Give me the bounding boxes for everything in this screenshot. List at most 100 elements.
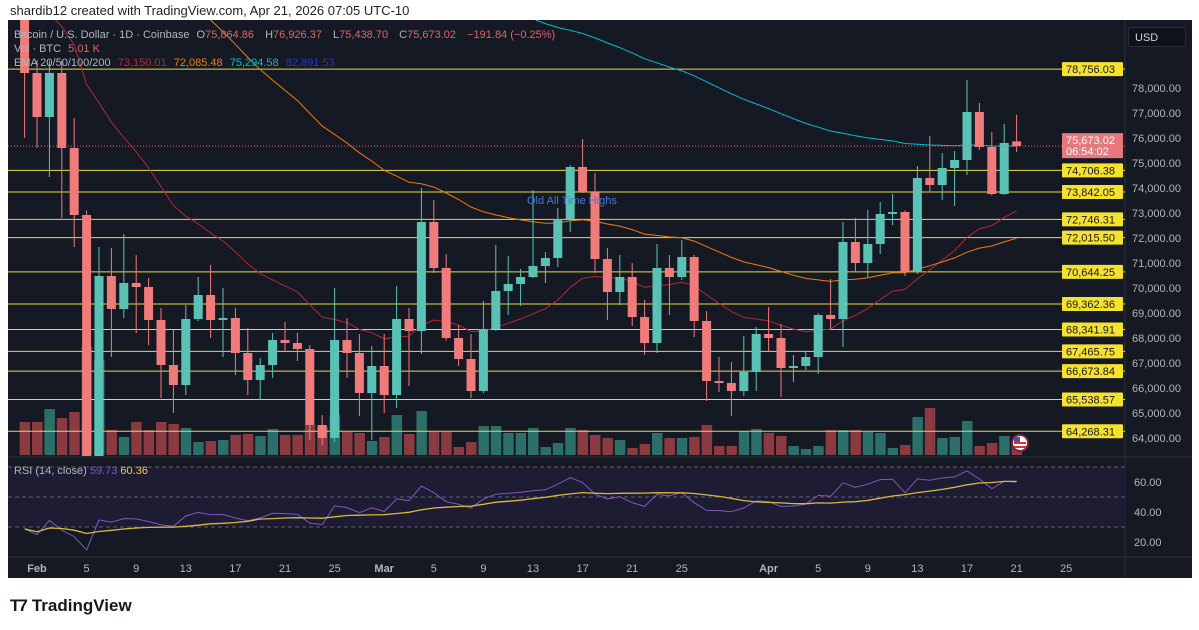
- candle[interactable]: [292, 333, 302, 361]
- candle[interactable]: [218, 288, 228, 357]
- candle[interactable]: [764, 307, 774, 352]
- candle[interactable]: [714, 357, 724, 392]
- candle[interactable]: [689, 255, 699, 337]
- candle[interactable]: [565, 165, 575, 232]
- candle[interactable]: [206, 265, 216, 338]
- candle[interactable]: [230, 308, 240, 375]
- candle[interactable]: [863, 210, 873, 277]
- symbol-legend[interactable]: Bitcoin / U.S. Dollar · 1D · Coinbase O7…: [14, 29, 559, 41]
- candle[interactable]: [168, 330, 178, 413]
- rsi-line: [24, 470, 1017, 551]
- candle[interactable]: [850, 218, 860, 272]
- volume-legend[interactable]: Vol · BTC 5.01 K: [14, 43, 104, 55]
- candle[interactable]: [826, 279, 836, 330]
- candle[interactable]: [739, 336, 749, 396]
- candle[interactable]: [516, 269, 526, 306]
- candle[interactable]: [268, 333, 278, 378]
- candle[interactable]: [801, 352, 811, 370]
- candle[interactable]: [726, 362, 736, 416]
- time-axis[interactable]: Feb 5 9 13 17 21 25 Mar 5 9 13 17 21 25 Apr 5 9 13 17 21 25: [27, 563, 1072, 575]
- tradingview-logo[interactable]: T7 TradingView: [10, 596, 132, 616]
- candle[interactable]: [342, 318, 352, 378]
- candle[interactable]: [305, 345, 315, 440]
- candle[interactable]: [590, 173, 600, 273]
- candle[interactable]: [106, 248, 116, 357]
- candle[interactable]: [317, 415, 327, 445]
- candle-body: [503, 284, 513, 291]
- candle[interactable]: [44, 60, 54, 178]
- candle[interactable]: [243, 328, 253, 395]
- candle[interactable]: [478, 301, 488, 393]
- price-axis[interactable]: 78,000.00 77,000.00 76,000.00 75,000.00 74,0…: [1132, 83, 1181, 445]
- candle[interactable]: [367, 346, 377, 440]
- candle[interactable]: [999, 124, 1009, 195]
- candle[interactable]: [416, 188, 426, 354]
- candle[interactable]: [280, 322, 290, 352]
- candle-body: [726, 383, 736, 391]
- candle[interactable]: [119, 234, 129, 318]
- candle[interactable]: [69, 118, 79, 247]
- candle[interactable]: [987, 132, 997, 196]
- ema-legend[interactable]: EMA 20/50/100/200 73,150.01 72,085.48 75…: [14, 57, 339, 69]
- candle[interactable]: [751, 327, 761, 391]
- candle[interactable]: [20, 1, 30, 139]
- candle[interactable]: [602, 248, 612, 320]
- candle[interactable]: [788, 355, 798, 382]
- candle[interactable]: [900, 210, 910, 277]
- candle[interactable]: [912, 166, 922, 274]
- candle[interactable]: [181, 305, 191, 395]
- candle[interactable]: [578, 139, 588, 193]
- candle[interactable]: [950, 151, 960, 206]
- candle[interactable]: [937, 153, 947, 200]
- candle[interactable]: [466, 334, 476, 398]
- candle[interactable]: [94, 247, 104, 476]
- candle[interactable]: [553, 208, 563, 267]
- candle[interactable]: [888, 194, 898, 225]
- candle[interactable]: [441, 254, 451, 341]
- candle[interactable]: [776, 324, 786, 397]
- candle[interactable]: [82, 210, 92, 489]
- candle[interactable]: [255, 358, 265, 400]
- candle[interactable]: [144, 278, 154, 345]
- candle[interactable]: [627, 263, 637, 326]
- candle[interactable]: [156, 308, 166, 398]
- candle[interactable]: [354, 334, 364, 416]
- candle[interactable]: [702, 311, 712, 401]
- level-label: 66,673.84: [1066, 366, 1115, 378]
- candle[interactable]: [677, 240, 687, 280]
- candle[interactable]: [404, 308, 414, 386]
- candle[interactable]: [925, 136, 935, 192]
- candle[interactable]: [57, 60, 67, 219]
- candle[interactable]: [962, 80, 972, 175]
- candle[interactable]: [503, 256, 513, 315]
- level-label-box: [1062, 344, 1123, 359]
- candle[interactable]: [193, 277, 203, 321]
- candle[interactable]: [974, 103, 984, 150]
- candle[interactable]: [392, 286, 402, 408]
- candle-body: [367, 366, 377, 393]
- candle[interactable]: [330, 288, 340, 442]
- candle[interactable]: [540, 252, 550, 283]
- candle[interactable]: [664, 255, 674, 315]
- candle[interactable]: [875, 202, 885, 254]
- candle[interactable]: [429, 200, 439, 273]
- candle[interactable]: [491, 245, 501, 331]
- candle[interactable]: [528, 190, 538, 278]
- candle[interactable]: [454, 325, 464, 366]
- rsi-pane[interactable]: 60.00 40.00 20.00: [8, 466, 1162, 551]
- candle[interactable]: [379, 334, 389, 413]
- candles[interactable]: [20, 1, 1022, 489]
- rsi-legend[interactable]: RSI (14, close) 59.73 60.36: [14, 465, 148, 477]
- chart-annotation[interactable]: Old All Time Highs: [527, 195, 617, 207]
- candle[interactable]: [32, 60, 42, 148]
- candle-body: [640, 317, 650, 343]
- candle[interactable]: [640, 300, 650, 355]
- candle[interactable]: [652, 244, 662, 353]
- currency-button[interactable]: USD: [1128, 27, 1186, 47]
- candle[interactable]: [131, 255, 141, 333]
- candle[interactable]: [813, 313, 823, 374]
- us-flag-event-icon[interactable]: [1011, 434, 1029, 452]
- candle[interactable]: [838, 222, 848, 347]
- candle[interactable]: [615, 255, 625, 305]
